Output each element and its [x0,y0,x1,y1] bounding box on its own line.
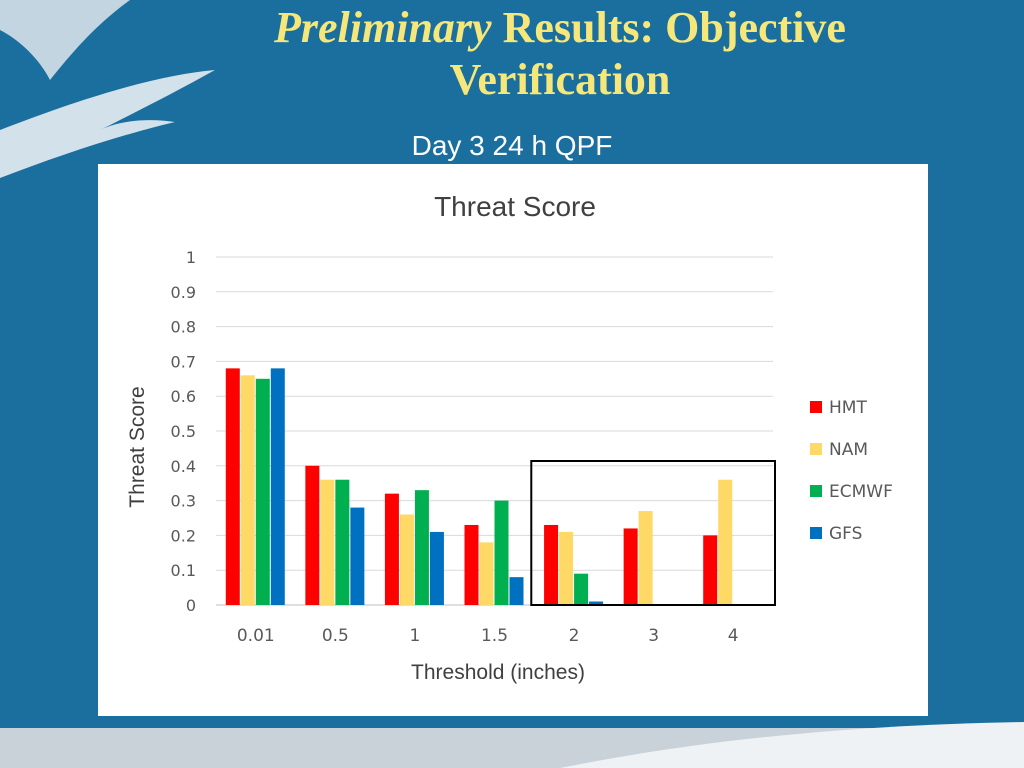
bar-gfs [429,531,444,605]
legend-label-gfs: GFS [829,524,862,544]
slide-subtitle: Day 3 24 h QPF [411,130,613,161]
y-tick-label: 0 [186,596,196,615]
legend-label-ecmwf: ECMWF [829,482,893,502]
bar-nam [399,514,414,605]
bar-ecmwf [335,479,350,605]
x-tick-label: 1.5 [481,626,508,646]
slide-title-emphasis: Preliminary [274,3,492,52]
legend-swatch-hmt [810,401,822,413]
bar-nam [479,542,494,605]
chart-title: Threat Score [434,191,596,222]
y-tick-label: 0.2 [171,526,196,545]
bar-nam [559,531,574,605]
slide-title-rest: Results: Objective Verification [449,3,846,104]
legend-label-nam: NAM [829,440,868,460]
legend-swatch-ecmwf [810,485,822,497]
y-tick-label: 0.9 [171,283,196,302]
bar-nam [718,479,733,605]
slide-title: Preliminary Results: Objective Verificat… [200,2,920,106]
y-tick-label: 0.7 [171,352,196,371]
bar-gfs [270,368,285,605]
x-tick-label: 0.01 [237,626,275,646]
bar-hmt [225,368,240,605]
y-axis-label: Threat Score [126,386,149,507]
bar-hmt [703,535,718,605]
bar-ecmwf [494,500,509,605]
x-tick-label: 1 [410,626,421,646]
bar-hmt [623,528,638,605]
y-tick-label: 0.1 [171,561,196,580]
x-tick-label: 0.5 [322,626,349,646]
chart-panel: Threat Score 0 0.1 0.2 0.3 0.4 0.5 0.6 0.7 0.8 0.9… [98,164,928,716]
white-swoosh [0,70,215,178]
bar-hmt [464,524,479,605]
y-tick-label: 0.4 [171,457,196,476]
y-tick-label: 0.3 [171,492,196,511]
y-tick-label: 0.6 [171,387,196,406]
y-tick-label: 0.5 [171,422,196,441]
y-tick-label: 0.8 [171,318,196,337]
x-tick-label: 2 [569,626,580,646]
highlight-box [530,460,776,606]
x-tick-label: 3 [648,626,659,646]
bar-gfs [350,507,365,605]
bar-hmt [544,524,559,605]
bar-nam [240,375,255,605]
bar-hmt [305,465,320,605]
legend-swatch-gfs [810,527,822,539]
bar-ecmwf [574,573,589,605]
y-tick-label: 1 [186,248,196,267]
white-feather [0,0,130,80]
bar-hmt [384,493,399,605]
bar-nam [638,511,653,605]
x-axis-label: Threshold (inches) [411,661,585,684]
bottom-swoosh [560,722,1024,768]
bar-nam [320,479,335,605]
legend-label-hmt: HMT [829,398,867,418]
legend-swatch-nam [810,443,822,455]
bar-gfs [589,601,604,605]
x-tick-label: 4 [728,626,739,646]
bar-gfs [509,577,524,605]
bar-ecmwf [414,490,429,605]
threat-score-chart: Threat Score 0 0.1 0.2 0.3 0.4 0.5 0.6 0.7 0.8 0.9… [126,191,893,684]
bar-ecmwf [255,378,270,605]
